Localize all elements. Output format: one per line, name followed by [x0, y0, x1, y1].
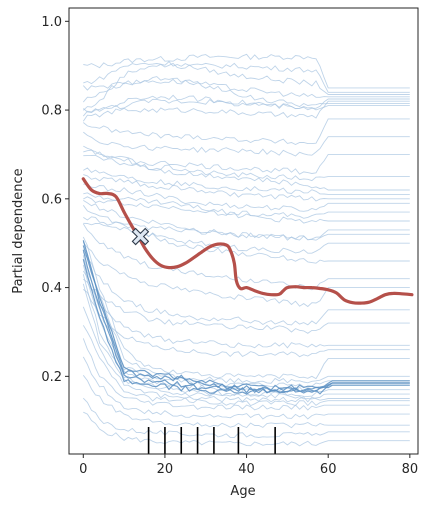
ice-line — [82, 270, 410, 349]
ice-line — [83, 60, 410, 93]
x-tick-label: 0 — [79, 462, 87, 477]
ice-line — [83, 174, 410, 202]
ice-line — [83, 167, 410, 195]
ice-line — [82, 325, 410, 407]
ice-line — [83, 289, 410, 358]
ice-line — [83, 131, 410, 157]
marker-point — [131, 227, 150, 246]
ice-line — [83, 216, 410, 241]
axes-frame — [68, 7, 419, 455]
ice-line — [82, 375, 410, 429]
y-tick-label: 1.0 — [41, 15, 62, 30]
ice-lines — [82, 53, 410, 447]
x-axis-ticks: 0 20 40 60 80 — [79, 454, 418, 477]
ice-line — [82, 397, 410, 438]
ice-line — [83, 145, 410, 175]
y-axis-ticks: 0.2 0.4 0.6 0.8 1.0 — [41, 15, 69, 385]
ice-line — [82, 338, 410, 411]
ice-line — [82, 236, 410, 380]
x-tick-label: 20 — [157, 462, 174, 477]
rug-layer — [147, 427, 276, 454]
y-axis-label: Partial dependence — [11, 168, 26, 293]
y-tick-label: 0.8 — [41, 104, 62, 119]
ice-line — [82, 251, 410, 326]
ice-line — [83, 118, 410, 146]
ice-line — [83, 196, 410, 224]
marker-layer — [131, 227, 150, 246]
ice-line — [83, 192, 410, 219]
ice-line — [82, 356, 410, 420]
ice-line — [83, 411, 410, 447]
ice-line — [82, 76, 410, 108]
y-tick-label: 0.2 — [41, 370, 62, 385]
ice-line — [82, 78, 410, 103]
ice-line — [82, 306, 410, 403]
ice-lines-dense — [82, 240, 410, 395]
ice-line — [82, 283, 410, 400]
ice-line — [82, 241, 410, 384]
ice-line — [82, 241, 410, 308]
ice-line-dense — [82, 240, 410, 391]
plot-area — [81, 53, 414, 454]
ice-line — [83, 149, 410, 191]
ice-line — [82, 94, 410, 117]
ice-line — [82, 62, 410, 111]
ice-line — [83, 278, 410, 334]
x-axis-label: Age — [230, 484, 255, 499]
ice-line-dense — [82, 259, 410, 395]
ice-line — [83, 154, 410, 182]
x-tick-label: 40 — [238, 462, 255, 477]
x-tick-label: 80 — [402, 462, 419, 477]
ice-line-dense — [82, 249, 410, 394]
y-tick-label: 0.6 — [41, 192, 62, 207]
ice-line — [83, 53, 410, 89]
ice-line — [83, 183, 410, 212]
y-tick-label: 0.4 — [41, 281, 62, 296]
x-tick-label: 60 — [320, 462, 337, 477]
ice-line — [83, 200, 410, 241]
ice-line — [82, 100, 410, 122]
ice-line — [83, 98, 410, 113]
ice-line — [82, 223, 410, 291]
